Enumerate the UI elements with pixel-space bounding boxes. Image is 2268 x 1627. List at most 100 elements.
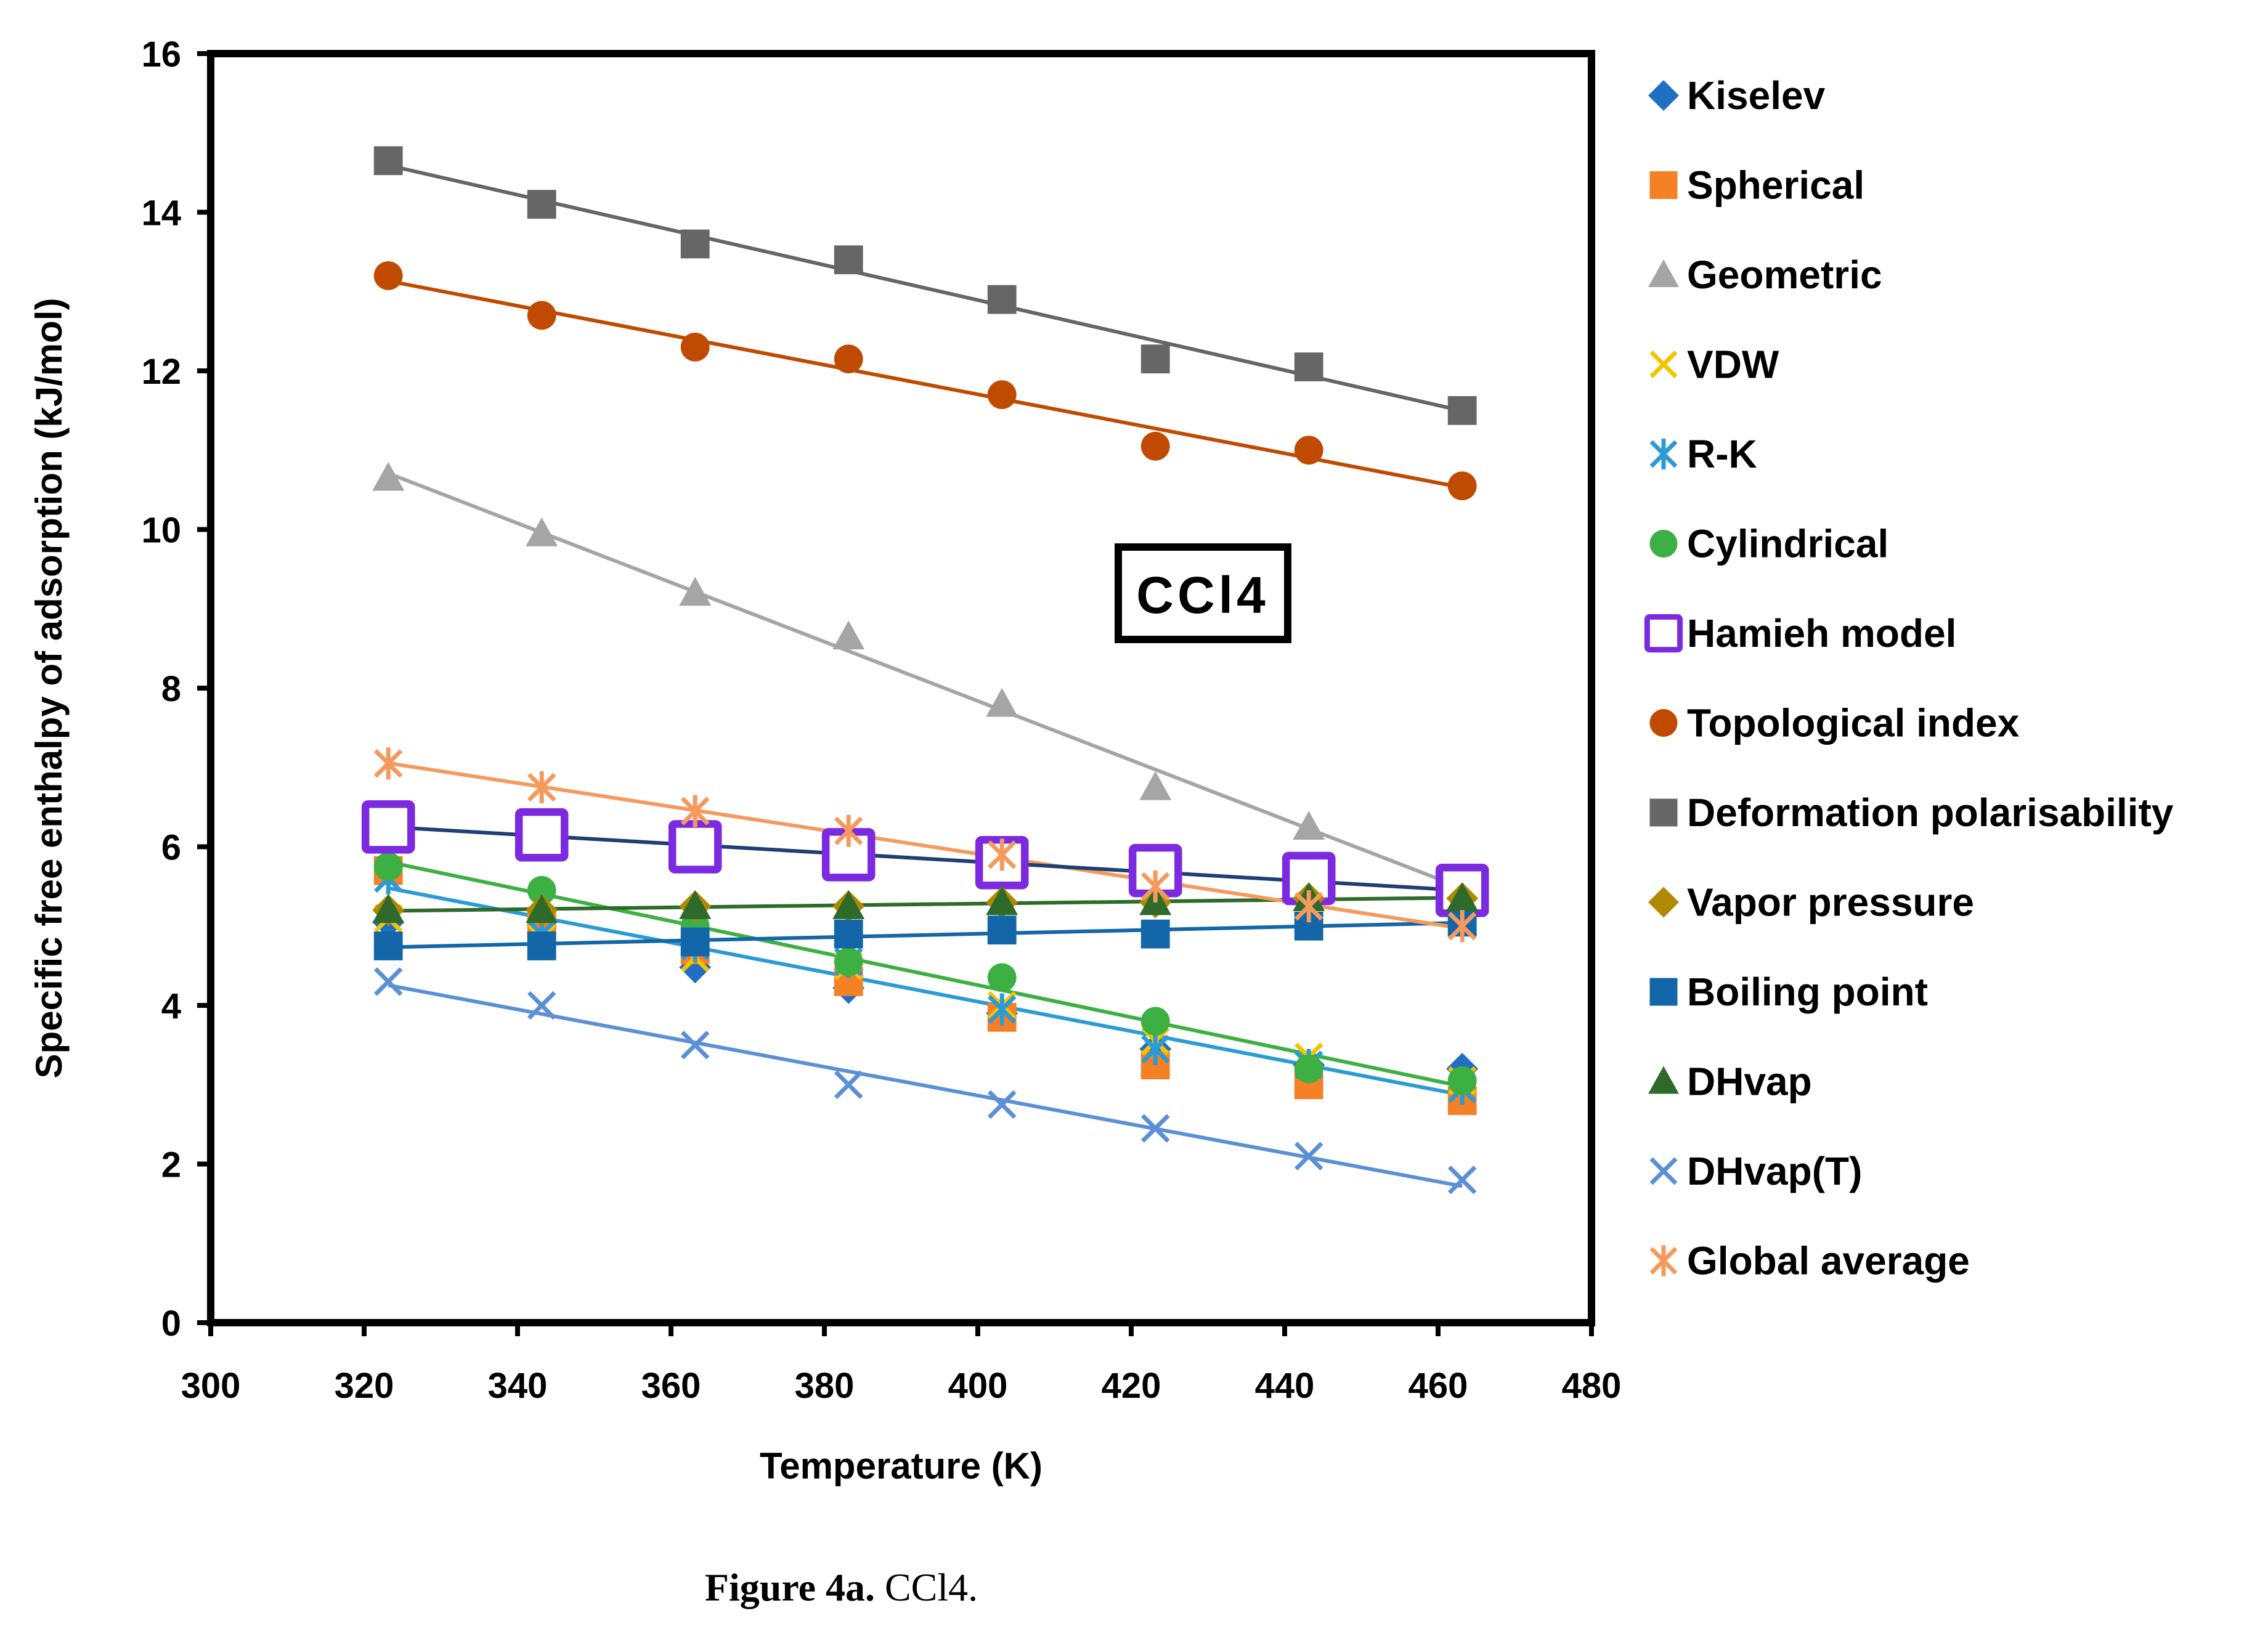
y-tick-label: 16 <box>141 34 181 75</box>
legend-label-geometric: Geometric <box>1687 253 1882 297</box>
trendline-deformation-polarisability <box>388 163 1463 413</box>
data-points <box>361 146 1489 1195</box>
point-geometric <box>1139 771 1172 800</box>
y-tick-label: 14 <box>141 193 181 233</box>
point-dhvap-t- <box>680 1031 710 1060</box>
legend-marker-dhvap <box>1648 1066 1679 1094</box>
plot-area-frame <box>207 50 1595 1326</box>
figure-caption: Figure 4a. CCl4. <box>0 1565 1683 1610</box>
point-deformation-polarisability <box>1294 352 1323 381</box>
trendline-cylindrical <box>388 860 1463 1089</box>
legend-marker-r-k <box>1649 439 1678 469</box>
x-tick-label: 340 <box>488 1366 548 1406</box>
y-tick-label: 4 <box>161 986 181 1026</box>
point-topological-index <box>1447 471 1477 501</box>
point-dhvap <box>986 886 1018 915</box>
trendline-dhvap-t- <box>388 983 1463 1188</box>
point-hamieh-model <box>668 820 722 874</box>
axis-ticks: 300 320 340 360 380 400 420 440 460 480 0 2 4 6 8 10 12 1… <box>141 34 1621 1406</box>
point-deformation-polarisability <box>1447 396 1477 425</box>
point-dhvap <box>372 894 405 923</box>
y-tick-label: 12 <box>141 352 181 392</box>
legend-label-kiselev: Kiselev <box>1687 73 1826 118</box>
point-topological-index <box>373 261 403 290</box>
x-axis-title: Temperature (K) <box>760 1445 1043 1487</box>
point-global-average <box>1447 910 1477 943</box>
legend-marker-boiling-point <box>1649 978 1678 1006</box>
point-topological-index <box>1140 431 1170 461</box>
point-dhvap <box>526 894 558 923</box>
point-hamieh-model <box>361 800 415 854</box>
legend-label-deformation-polarisability: Deformation polarisability <box>1687 790 2174 835</box>
point-global-average <box>1294 890 1323 923</box>
x-tick-label: 380 <box>795 1366 855 1406</box>
point-dhvap <box>1446 882 1479 911</box>
legend-marker-global-average <box>1649 1245 1678 1276</box>
legend-label-spherical: Spherical <box>1687 163 1864 208</box>
point-deformation-polarisability <box>1140 344 1170 374</box>
point-boiling-point <box>373 931 403 960</box>
legend-label-cylindrical: Cylindrical <box>1687 522 1888 566</box>
x-tick-label: 300 <box>181 1366 241 1406</box>
point-deformation-polarisability <box>527 190 556 219</box>
annotation-box: CCl4 <box>1115 543 1291 643</box>
legend-label-topological-index: Topological index <box>1687 701 2020 745</box>
legend-marker-deformation-polarisability <box>1649 798 1678 827</box>
point-dhvap-t- <box>1294 1142 1323 1171</box>
trendline-geometric <box>388 471 1463 890</box>
legend-label-vapor-pressure: Vapor pressure <box>1687 880 1974 925</box>
point-r-k <box>1140 1033 1170 1065</box>
point-topological-index <box>527 301 556 330</box>
trendline-boiling-point <box>388 920 1463 949</box>
legend-marker-spherical <box>1649 171 1678 199</box>
legend-marker-topological-index <box>1649 709 1678 737</box>
point-cylindrical <box>987 963 1017 992</box>
point-global-average <box>987 838 1017 871</box>
x-tick-label: 400 <box>948 1366 1008 1406</box>
point-cylindrical <box>1294 1054 1323 1084</box>
legend-label-hamieh-model: Hamieh model <box>1687 611 1956 655</box>
point-dhvap-t- <box>834 1070 863 1100</box>
point-geometric <box>832 620 865 650</box>
legend-label-vdw: VDW <box>1687 343 1779 387</box>
x-tick-label: 480 <box>1562 1366 1622 1406</box>
y-tick-label: 2 <box>161 1145 181 1185</box>
point-boiling-point <box>834 919 863 949</box>
point-dhvap-t- <box>527 991 556 1020</box>
figure-caption-text: CCl4. <box>884 1565 978 1609</box>
point-dhvap <box>832 890 865 919</box>
trendline-r-k <box>388 886 1463 1097</box>
point-dhvap <box>679 890 712 919</box>
point-geometric <box>526 517 558 546</box>
x-tick-label: 460 <box>1408 1366 1468 1406</box>
point-global-average <box>373 747 403 780</box>
y-tick-label: 8 <box>161 669 181 709</box>
point-deformation-polarisability <box>834 245 863 275</box>
point-dhvap-t- <box>987 1090 1017 1119</box>
legend-label-global-average: Global average <box>1687 1239 1970 1283</box>
point-boiling-point <box>987 915 1017 945</box>
point-topological-index <box>1294 436 1323 465</box>
point-topological-index <box>680 332 710 362</box>
point-geometric <box>372 461 405 491</box>
point-deformation-polarisability <box>680 229 710 259</box>
legend-label-r-k: R-K <box>1687 432 1757 476</box>
legend-marker-vapor-pressure <box>1648 887 1679 918</box>
point-global-average <box>527 771 556 803</box>
point-cylindrical <box>834 947 863 976</box>
legend-label-boiling-point: Boiling point <box>1687 970 1928 1014</box>
point-cylindrical <box>1140 1007 1170 1036</box>
point-dhvap-t- <box>1447 1165 1477 1195</box>
x-tick-label: 440 <box>1255 1366 1315 1406</box>
annotation-label: CCl4 <box>1136 566 1269 624</box>
y-tick-label: 10 <box>141 511 181 551</box>
point-r-k <box>987 993 1017 1026</box>
point-global-average <box>1140 870 1170 903</box>
point-boiling-point <box>1140 919 1170 949</box>
point-cylindrical <box>373 852 403 882</box>
point-topological-index <box>834 344 863 374</box>
point-dhvap-t- <box>1140 1114 1170 1143</box>
point-cylindrical <box>527 875 556 905</box>
point-geometric <box>986 688 1018 717</box>
